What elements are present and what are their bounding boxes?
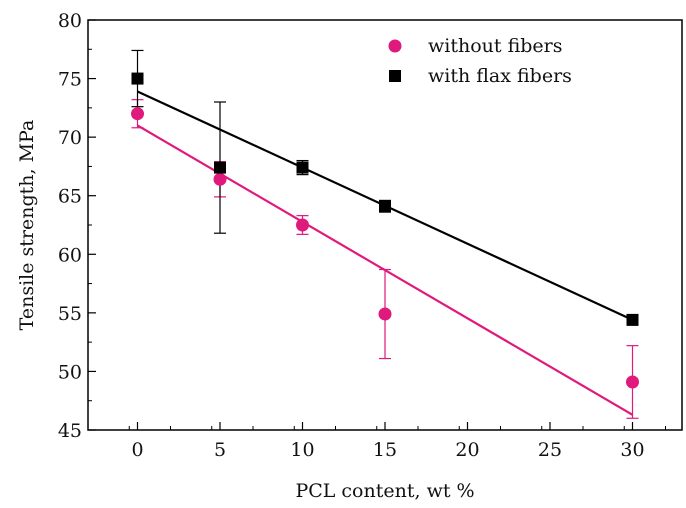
x-tick-label: 5 — [214, 439, 226, 461]
y-tick-label: 80 — [58, 10, 82, 32]
legend-marker-with-flax-fibers — [389, 70, 401, 82]
y-tick-label: 70 — [58, 127, 82, 149]
point-with-flax-fibers — [296, 161, 309, 174]
y-axis-title: Tensile strength, MPa — [16, 120, 38, 331]
point-with-flax-fibers — [214, 161, 226, 174]
point-without-fibers — [378, 307, 392, 321]
legend-marker-without-fibers — [388, 39, 402, 53]
plot-area — [87, 19, 683, 431]
y-tick-label: 50 — [58, 361, 82, 383]
legend-label-with-flax-fibers: with flax fibers — [428, 65, 572, 87]
legend-label-without-fibers: without fibers — [428, 35, 562, 57]
y-tick-label: 60 — [58, 244, 82, 266]
point-without-fibers — [626, 375, 639, 389]
y-tick-label: 55 — [58, 303, 82, 325]
point-without-fibers — [213, 172, 227, 186]
x-tick-label: 15 — [373, 439, 397, 461]
point-with-flax-fibers — [626, 313, 639, 326]
x-axis-title: PCL content, wt % — [295, 480, 474, 502]
x-tick-label: 25 — [538, 439, 562, 461]
x-tick-label: 0 — [131, 439, 143, 461]
x-tick-label: 10 — [290, 439, 314, 461]
point-without-fibers — [296, 218, 309, 232]
x-tick-label: 20 — [455, 439, 479, 461]
point-with-flax-fibers — [131, 72, 144, 85]
y-tick-label: 65 — [58, 186, 82, 208]
point-with-flax-fibers — [379, 200, 391, 213]
point-without-fibers — [131, 107, 144, 121]
y-tick-label: 45 — [58, 420, 82, 442]
y-tick-label: 75 — [58, 69, 82, 91]
x-tick-label: 30 — [620, 439, 644, 461]
